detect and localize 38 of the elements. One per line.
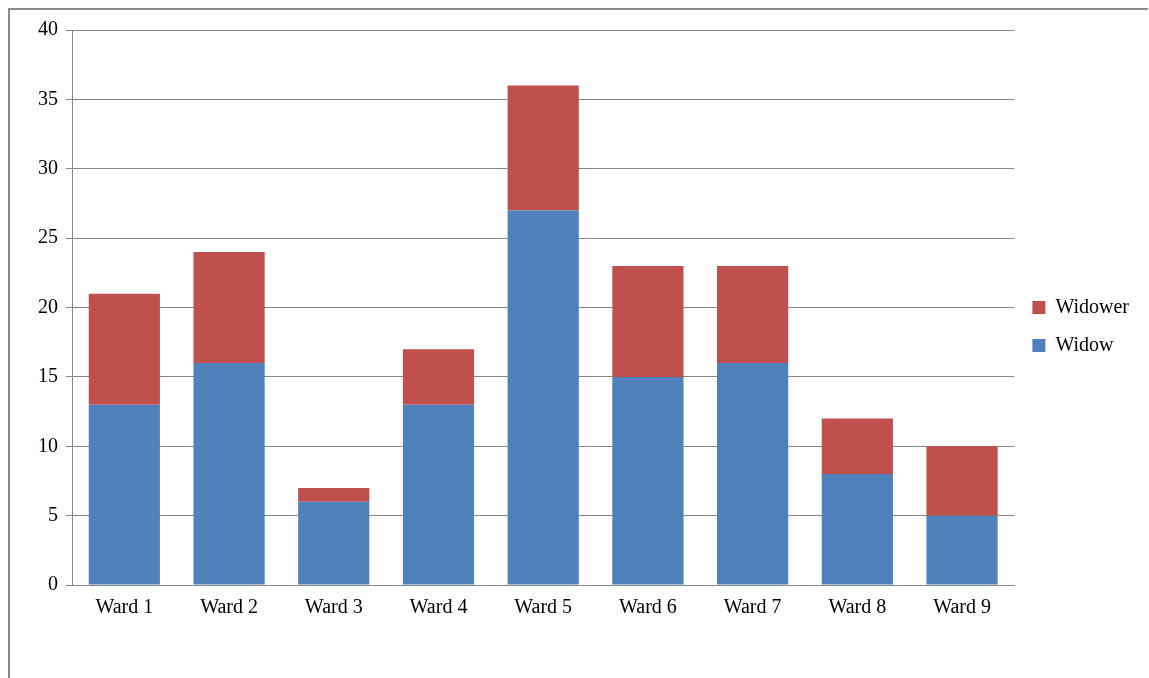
bar (298, 501, 370, 585)
bar (88, 293, 160, 405)
y-tick-label: 20 (38, 294, 58, 317)
x-tick-label: Ward 2 (200, 595, 258, 618)
x-tick-label: Ward 1 (95, 595, 154, 618)
bar (402, 404, 475, 585)
legend-label: Widow (1055, 332, 1115, 355)
bar (193, 363, 265, 585)
bar (821, 418, 893, 474)
y-tick-label: 35 (38, 86, 58, 109)
x-tick-label: Ward 4 (409, 595, 468, 618)
legend-label: Widower (1055, 294, 1130, 317)
bar (717, 265, 789, 363)
bar (926, 446, 998, 516)
bar (507, 85, 579, 211)
x-tick-label: Ward 6 (619, 595, 677, 618)
bar (821, 474, 893, 585)
bar (402, 349, 475, 405)
x-tick-label: Ward 7 (723, 595, 782, 618)
x-tick-label: Ward 5 (514, 595, 573, 618)
bar (193, 252, 265, 363)
bar (507, 210, 579, 585)
y-tick-label: 5 (48, 502, 58, 525)
bar (717, 363, 789, 585)
bar (612, 265, 684, 377)
bar (926, 515, 998, 585)
y-tick-label: 30 (38, 156, 58, 178)
y-tick-label: 15 (38, 364, 58, 387)
x-tick-label: Ward 9 (933, 595, 991, 618)
y-tick-label: 40 (38, 17, 58, 40)
x-tick-label: Ward 8 (828, 595, 887, 618)
bar (88, 404, 160, 585)
y-tick-label: 25 (38, 225, 58, 248)
bar (298, 487, 370, 502)
y-tick-label: 0 (48, 572, 58, 595)
x-tick-label: Ward 3 (304, 595, 363, 618)
bar (612, 376, 684, 585)
y-tick-label: 10 (38, 433, 58, 456)
